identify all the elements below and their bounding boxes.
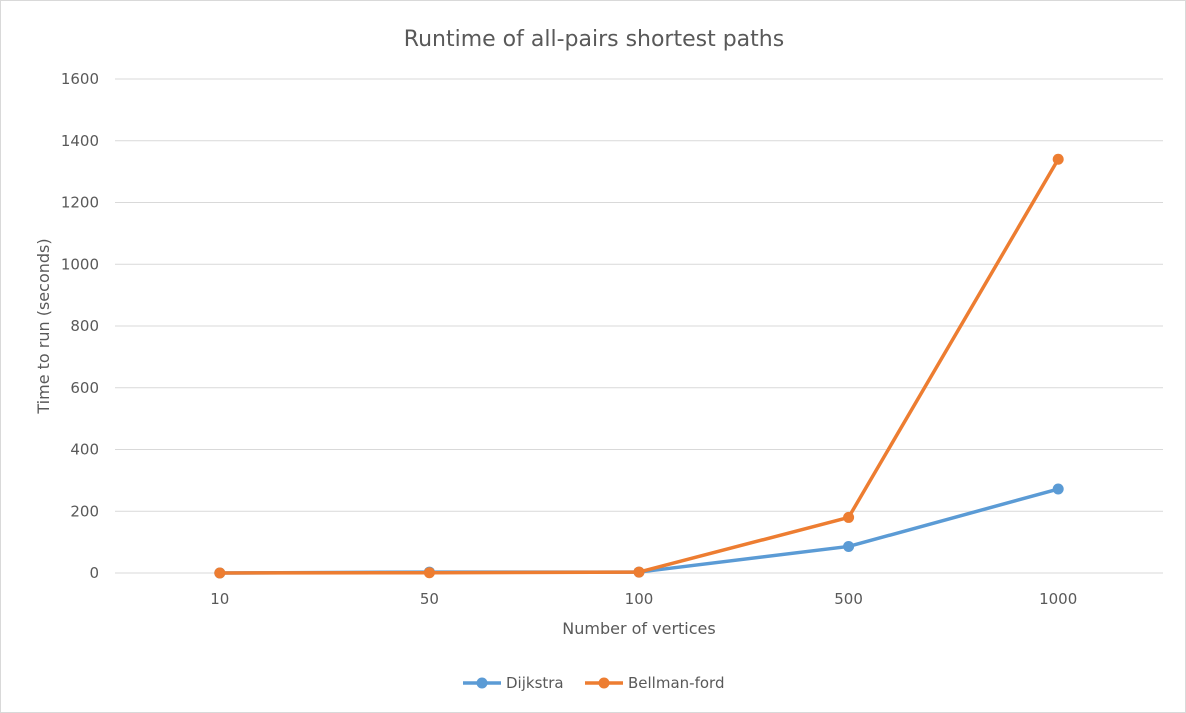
legend-label: Dijkstra [506, 674, 564, 692]
legend: Dijkstra Bellman-ford [463, 674, 724, 692]
data-point [1052, 153, 1064, 165]
data-point [423, 567, 435, 579]
y-axis-ticks: 0 200 400 600 800 1000 1200 1400 1600 [61, 70, 99, 582]
legend-label: Bellman-ford [628, 674, 724, 692]
y-tick-label: 1400 [61, 132, 99, 150]
y-tick-label: 1000 [61, 255, 99, 273]
y-tick-label: 400 [70, 441, 99, 459]
x-axis-ticks: 10 50 100 500 1000 [210, 590, 1077, 608]
y-tick-label: 1200 [61, 194, 99, 212]
legend-swatch-marker [476, 677, 488, 689]
data-point [1052, 483, 1064, 495]
series-layer [214, 153, 1064, 579]
data-point [843, 511, 855, 523]
x-tick-label: 1000 [1039, 590, 1077, 608]
y-tick-label: 200 [70, 502, 99, 520]
y-tick-label: 1600 [61, 70, 99, 88]
x-tick-label: 500 [834, 590, 863, 608]
x-axis-title: Number of vertices [562, 619, 715, 638]
chart-title: Runtime of all-pairs shortest paths [404, 27, 784, 52]
y-tick-label: 600 [70, 379, 99, 397]
legend-swatch-marker [598, 677, 610, 689]
x-tick-label: 10 [210, 590, 229, 608]
series-line [218, 487, 1060, 575]
legend-item-dijkstra: Dijkstra [463, 674, 564, 692]
legend-item-bellman-ford: Bellman-ford [585, 674, 724, 692]
series-dijkstra [214, 483, 1064, 579]
y-tick-label: 0 [89, 564, 99, 582]
gridlines [115, 78, 1163, 574]
x-tick-label: 50 [420, 590, 439, 608]
data-point [214, 567, 226, 579]
series-bellman-ford [214, 153, 1064, 579]
y-axis-title: Time to run (seconds) [34, 238, 53, 414]
y-tick-label: 800 [70, 317, 99, 335]
x-tick-label: 100 [625, 590, 654, 608]
data-point [843, 540, 855, 552]
data-point [633, 566, 645, 578]
